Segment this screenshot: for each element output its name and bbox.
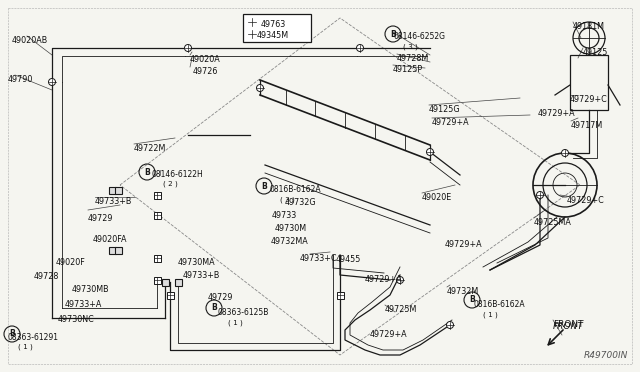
Text: 49729: 49729 (88, 214, 113, 223)
Bar (109, 247, 115, 253)
Bar (115, 247, 122, 253)
Text: 08363-61291: 08363-61291 (8, 333, 59, 342)
Text: 49725MA: 49725MA (534, 218, 572, 227)
Text: 49763: 49763 (261, 20, 286, 29)
Text: 49729+A: 49729+A (370, 330, 408, 339)
Text: 49729: 49729 (208, 293, 234, 302)
Text: 49729+A: 49729+A (445, 240, 483, 249)
Text: 49730MB: 49730MB (72, 285, 109, 294)
Text: 49730MA: 49730MA (178, 258, 216, 267)
Text: ( 2 ): ( 2 ) (163, 180, 178, 186)
Text: 49730NC: 49730NC (58, 315, 95, 324)
Text: 49728M: 49728M (397, 54, 429, 63)
Text: R49700IN: R49700IN (584, 351, 628, 360)
Text: 49728: 49728 (34, 272, 60, 281)
Bar (243, 14, 311, 42)
Circle shape (536, 192, 543, 199)
Text: 49020FA: 49020FA (93, 235, 127, 244)
Text: ( 1 ): ( 1 ) (228, 319, 243, 326)
Text: 49125: 49125 (583, 48, 609, 57)
Text: FRONT: FRONT (553, 322, 584, 331)
Text: ( 3 ): ( 3 ) (280, 196, 295, 202)
Text: 49733+A: 49733+A (65, 300, 102, 309)
Text: 08146-6252G: 08146-6252G (393, 32, 445, 41)
Text: B: B (261, 182, 267, 190)
Text: 49729+C: 49729+C (570, 95, 608, 104)
Bar (161, 279, 168, 285)
Text: 49181M: 49181M (573, 22, 605, 31)
Text: FRONT: FRONT (553, 320, 584, 329)
Text: 49726: 49726 (193, 67, 218, 76)
Text: 49125G: 49125G (429, 105, 461, 114)
Text: 49345M: 49345M (257, 31, 289, 40)
Circle shape (248, 18, 256, 26)
Text: B: B (469, 295, 475, 305)
Text: 49455: 49455 (336, 255, 362, 264)
Circle shape (561, 150, 568, 157)
Text: 49729+A: 49729+A (538, 109, 575, 118)
Text: 49717M: 49717M (571, 121, 604, 130)
Bar (154, 254, 161, 262)
Text: 49125P: 49125P (393, 65, 423, 74)
Text: 0816B-6162A: 0816B-6162A (270, 185, 322, 194)
Circle shape (248, 30, 256, 38)
Text: B: B (144, 167, 150, 176)
Text: 49732G: 49732G (285, 198, 317, 207)
Text: 49733+B: 49733+B (183, 271, 220, 280)
Bar (115, 186, 122, 193)
Bar (109, 186, 115, 193)
Text: 49020AB: 49020AB (12, 36, 48, 45)
Circle shape (49, 78, 56, 86)
Circle shape (257, 84, 264, 92)
Circle shape (356, 45, 364, 51)
Text: 49790: 49790 (8, 75, 33, 84)
Text: 08363-6125B: 08363-6125B (218, 308, 269, 317)
Text: 49732MA: 49732MA (271, 237, 308, 246)
Text: 49722M: 49722M (134, 144, 166, 153)
Bar (166, 292, 173, 298)
Circle shape (397, 276, 403, 283)
Text: 49725M: 49725M (385, 305, 417, 314)
Text: ( 1 ): ( 1 ) (483, 311, 498, 317)
Text: 49729+A: 49729+A (365, 275, 403, 284)
Text: 49733: 49733 (272, 211, 297, 220)
Text: 49020E: 49020E (422, 193, 452, 202)
Circle shape (426, 148, 433, 155)
Text: ( 3 ): ( 3 ) (403, 43, 418, 49)
Text: 49732M: 49732M (447, 287, 479, 296)
Bar (154, 276, 161, 283)
Text: ( 1 ): ( 1 ) (18, 343, 33, 350)
Bar (154, 192, 161, 199)
Text: 08146-6122H: 08146-6122H (152, 170, 204, 179)
Text: 49729+A: 49729+A (432, 118, 470, 127)
Circle shape (447, 321, 454, 328)
Text: 49733+C: 49733+C (300, 254, 337, 263)
Text: B: B (9, 330, 15, 339)
Text: 49729+C: 49729+C (567, 196, 605, 205)
Text: 49020F: 49020F (56, 258, 86, 267)
Bar (337, 292, 344, 298)
Text: 49730M: 49730M (275, 224, 307, 233)
Bar (175, 279, 182, 285)
Text: 0816B-6162A: 0816B-6162A (473, 300, 525, 309)
Text: 49020A: 49020A (190, 55, 221, 64)
Text: B: B (211, 304, 217, 312)
Bar (154, 212, 161, 218)
Text: B: B (390, 29, 396, 38)
Bar (570, 55, 608, 110)
Circle shape (184, 45, 191, 51)
Text: 49733+B: 49733+B (95, 197, 132, 206)
